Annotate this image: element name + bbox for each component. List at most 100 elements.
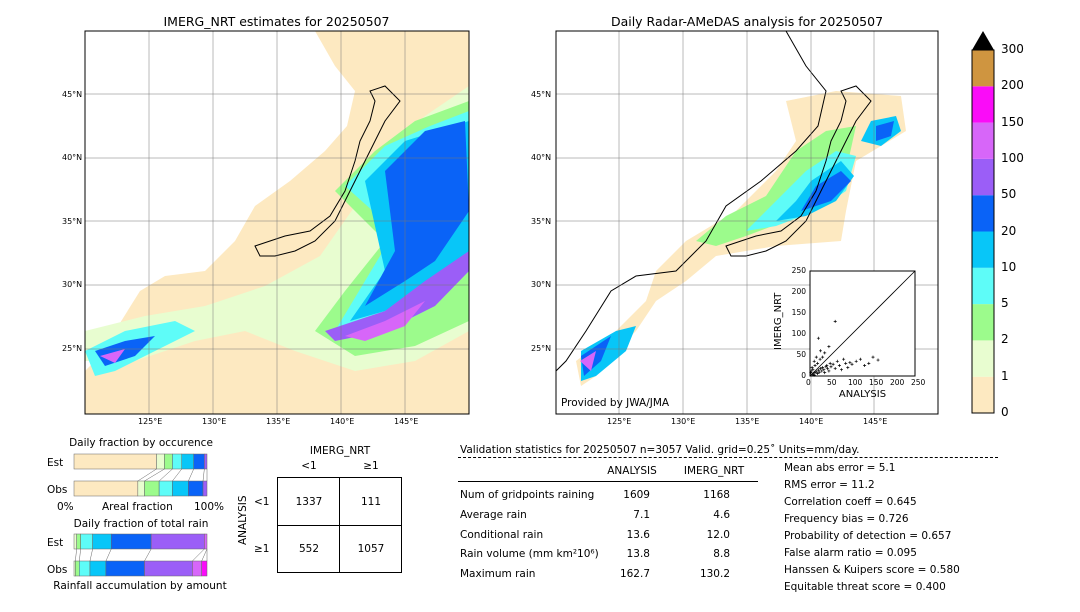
stats-rule (458, 481, 758, 482)
scatter-point (840, 368, 843, 372)
scatter-point (821, 366, 825, 370)
occurrence-row-est: Est (47, 457, 64, 469)
scatter-point (818, 357, 822, 361)
fraction-connector (158, 468, 173, 482)
stats-row-b: 8.8 (713, 548, 730, 560)
right-map (555, 30, 939, 415)
fraction-segment (105, 560, 145, 577)
left-lat-40: 40°N (62, 153, 83, 162)
total-rain-title: Daily fraction of total rain (73, 518, 209, 530)
scatter-point (822, 368, 826, 372)
colorbar-segment (972, 231, 994, 268)
stats-header: Validation statistics for 20250507 n=305… (460, 444, 860, 456)
total-rain-bars (73, 533, 208, 577)
scatter-point (819, 366, 822, 370)
fraction-segment (144, 480, 160, 497)
fraction-segment (73, 533, 77, 550)
scatter-point (831, 362, 835, 366)
scatter-point (833, 319, 837, 323)
fraction-segment (150, 533, 205, 550)
fraction-connector (137, 468, 157, 482)
score-line: False alarm ratio = 0.095 (784, 547, 917, 559)
scatter-point (817, 370, 821, 374)
scatter-point (854, 359, 858, 363)
fraction-connector (201, 548, 208, 562)
colorbar-label: 100 (1001, 150, 1024, 165)
colorbar-segment (972, 158, 994, 196)
scatter-point (814, 370, 818, 374)
scatter-point (821, 355, 825, 359)
left-lat-35: 35°N (62, 217, 83, 226)
score-line: Hanssen & Kuipers score = 0.580 (784, 564, 960, 576)
scatter-x-tick: 150 (869, 378, 884, 387)
left-lon-135: 135°E (266, 417, 291, 426)
contingency-b: 111 (360, 496, 382, 508)
fraction-segment (181, 453, 194, 470)
scatter-point (837, 364, 841, 367)
scatter-point (844, 361, 848, 365)
colorbar-segment (972, 195, 994, 232)
scatter-y-tick: 100 (791, 329, 806, 338)
colorbar-segment (972, 340, 994, 377)
total-rain-row-obs: Obs (47, 564, 68, 576)
scatter-one-to-one-line (809, 270, 916, 377)
scatter-point (867, 361, 871, 365)
stats-row-b: 130.2 (699, 568, 730, 580)
scatter-point (827, 369, 831, 373)
fraction-segment (89, 560, 107, 577)
colorbar-label: 5 (1001, 296, 1009, 311)
contingency-grid (277, 477, 402, 573)
scatter-point (835, 359, 839, 363)
colorbar-segment (972, 122, 994, 159)
score-line: Correlation coeff = 0.645 (784, 496, 917, 508)
contingency-row2: ≥1 (254, 543, 270, 555)
total-rain-row-est: Est (47, 537, 64, 549)
scatter-point (810, 366, 814, 370)
score-line: RMS error = 11.2 (784, 479, 875, 491)
contingency-a: 1337 (295, 496, 323, 508)
colorbar-label: 50 (1001, 187, 1017, 202)
colorbar-label: 10 (1001, 259, 1017, 274)
scatter-point (823, 371, 827, 375)
right-lon-140: 140°E (799, 417, 824, 426)
scatter-x-tick: 100 (848, 378, 863, 387)
score-line: Equitable threat score = 0.400 (784, 581, 946, 593)
right-lon-125: 125°E (607, 417, 632, 426)
scatter-point (811, 368, 815, 372)
scatter-point (816, 336, 820, 340)
contingency-col1: <1 (301, 460, 317, 472)
scatter-point (828, 361, 832, 365)
fraction-connector (144, 548, 152, 562)
fraction-segment (188, 480, 204, 497)
stats-col-analysis: ANALYSIS (607, 465, 657, 477)
scatter-x-tick: 50 (827, 378, 837, 387)
scatter-x-tick: 200 (890, 378, 905, 387)
scatter-point (809, 369, 813, 373)
score-line: Mean abs error = 5.1 (784, 462, 896, 474)
left-lat-30: 30°N (62, 280, 83, 289)
fraction-segment (202, 480, 208, 497)
right-lat-40: 40°N (531, 153, 552, 162)
scatter-point (816, 361, 820, 365)
stats-row-a: 162.7 (619, 568, 650, 580)
scatter-inset (809, 270, 916, 377)
scatter-point (820, 369, 824, 373)
scatter-point (812, 373, 816, 377)
scatter-point (863, 364, 867, 367)
scatter-point (819, 349, 822, 353)
stats-row-label: Rain volume (mm km²10⁶) (460, 548, 599, 560)
left-lon-140: 140°E (330, 417, 355, 426)
contingency-col-title: IMERG_NRT (309, 445, 371, 457)
scatter-point (812, 359, 816, 363)
fraction-segment (144, 560, 193, 577)
scatter-point (858, 357, 862, 361)
colorbar-label: 1 (1001, 368, 1009, 383)
scatter-point (825, 364, 829, 367)
stats-row-label: Average rain (460, 509, 527, 521)
right-lat-35: 35°N (531, 217, 552, 226)
scatter-x-tick: 250 (911, 378, 926, 387)
fraction-segment (80, 533, 93, 550)
contingency-d: 1057 (357, 543, 385, 555)
right-lat-25: 25°N (531, 344, 552, 353)
scatter-y-tick: 150 (791, 308, 806, 317)
